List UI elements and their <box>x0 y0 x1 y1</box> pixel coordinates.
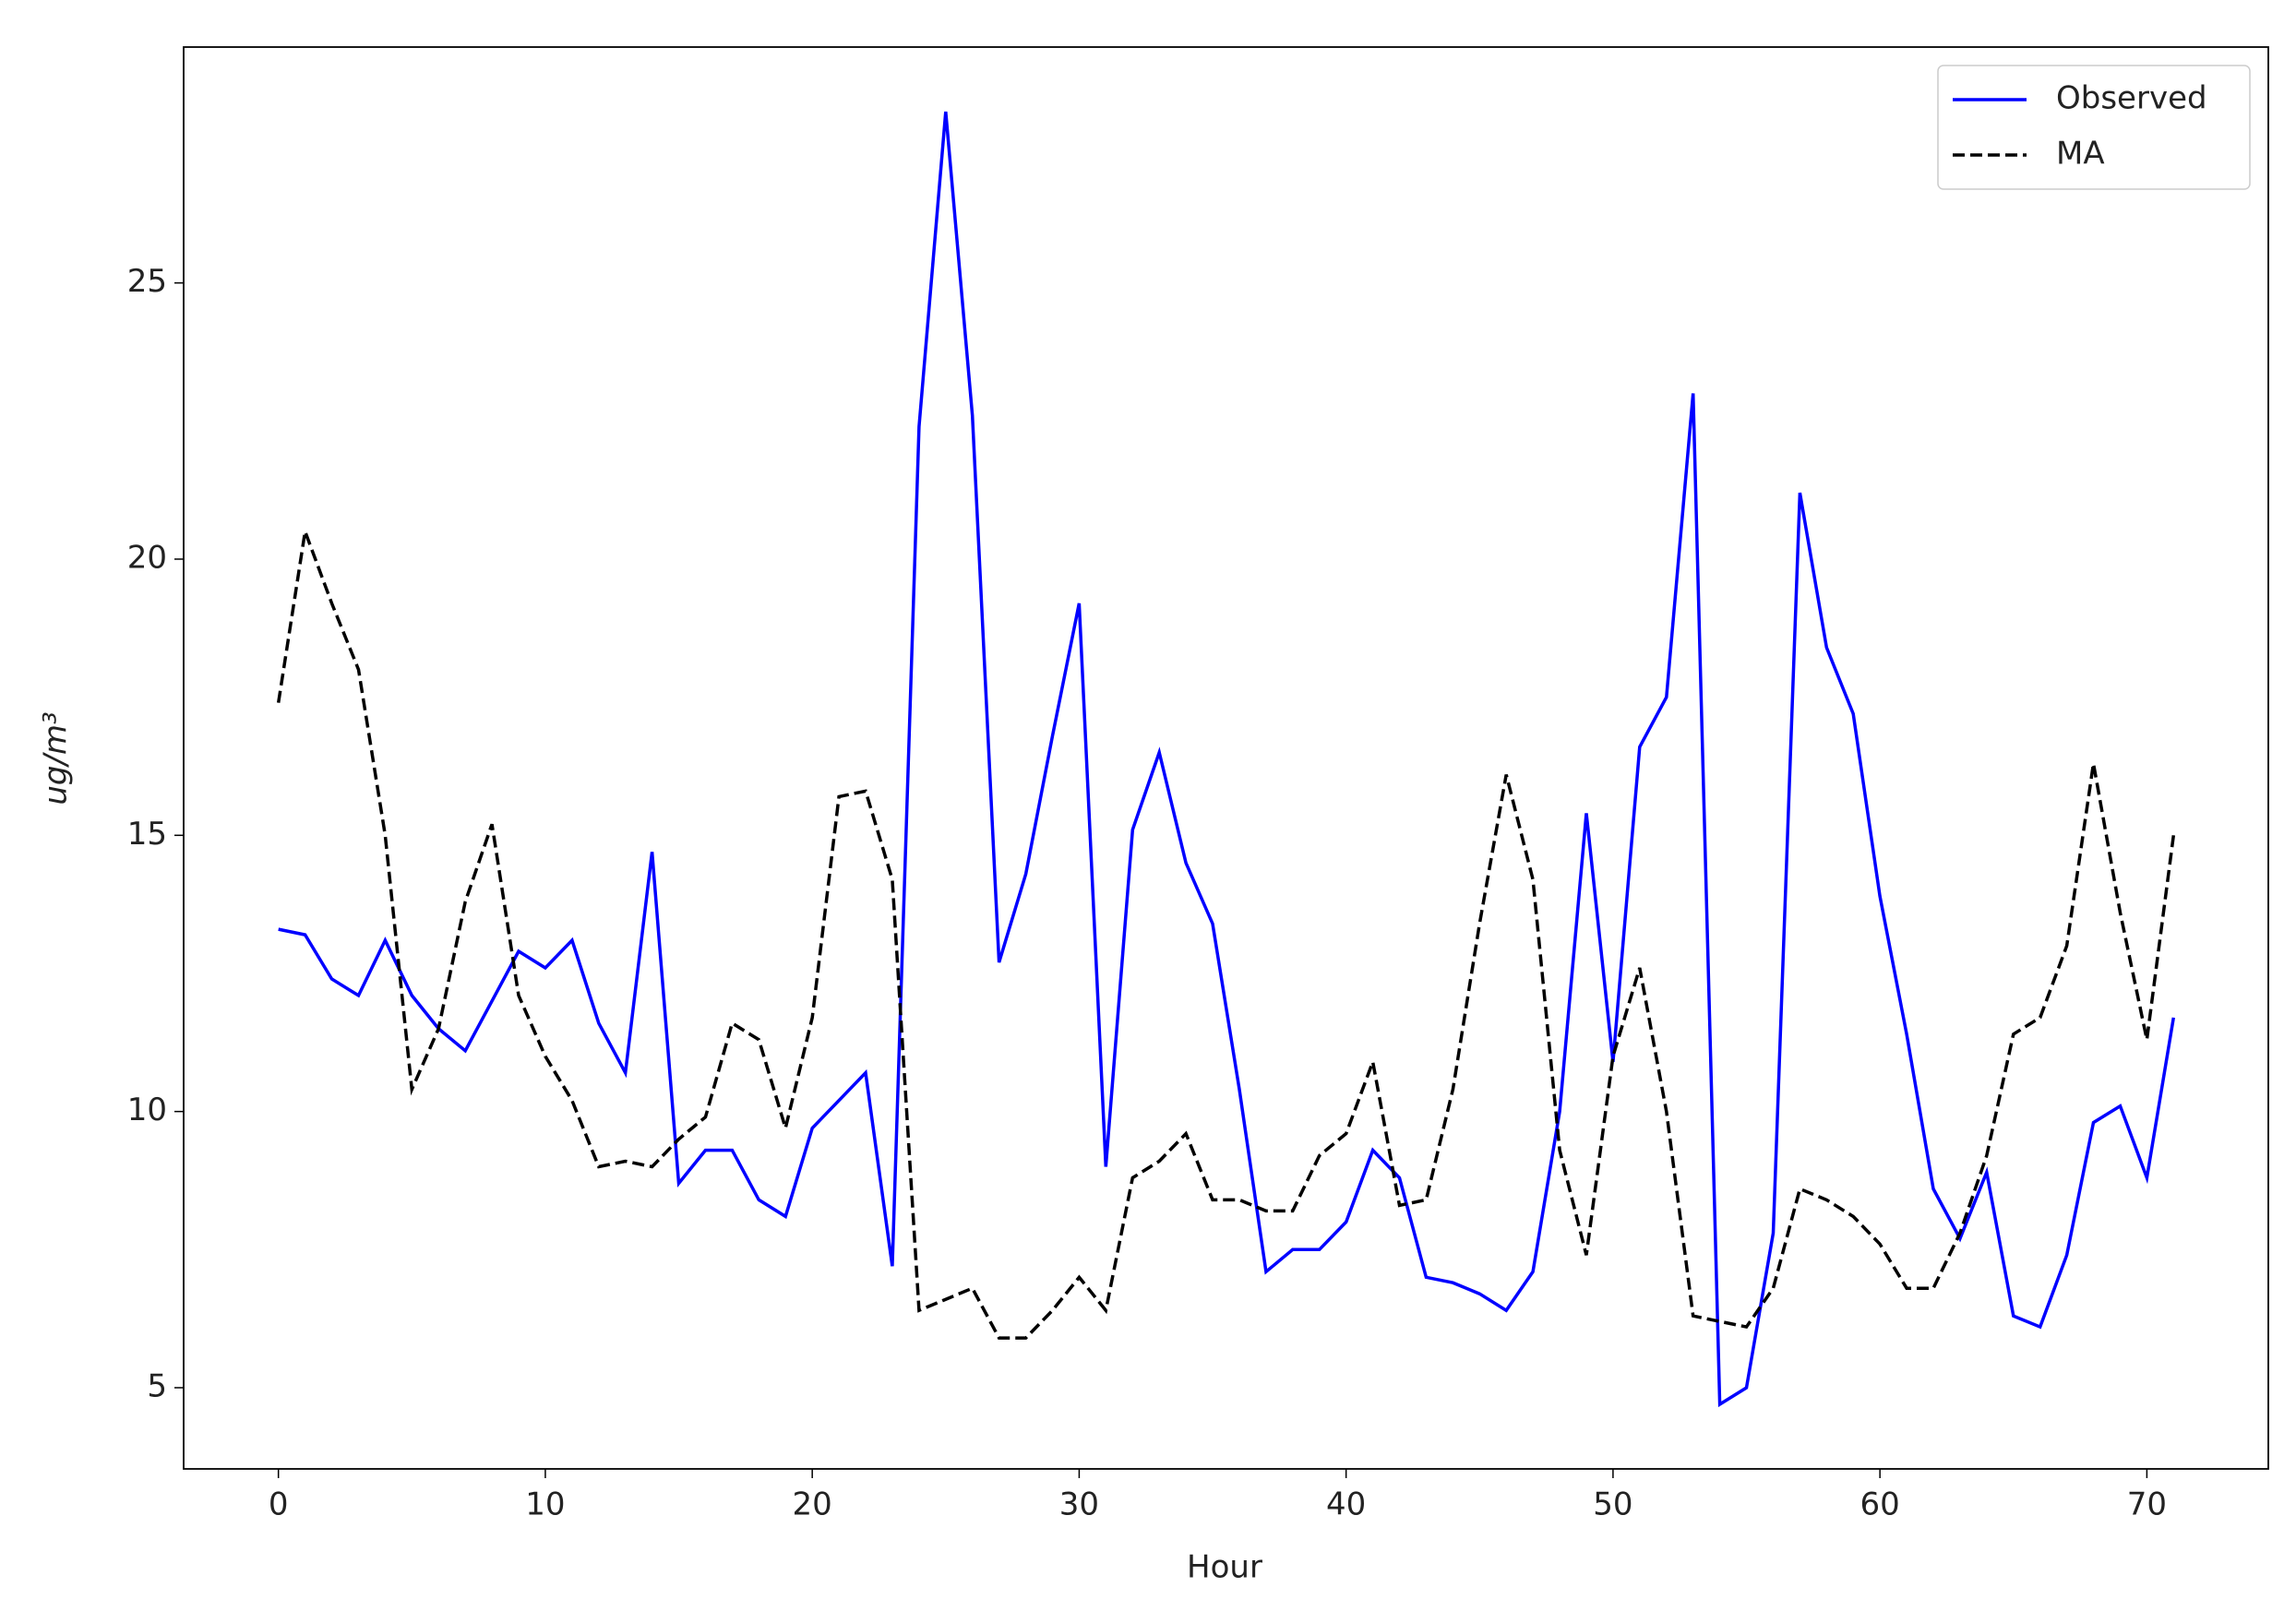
y-tick-label: 10 <box>127 1092 167 1128</box>
legend-label: MA <box>2056 136 2105 173</box>
x-tick-label: 30 <box>1059 1486 1099 1523</box>
legend-box <box>1937 65 2251 190</box>
y-tick-label: 25 <box>127 263 167 300</box>
legend-label: Observed <box>2056 80 2207 117</box>
x-tick-label: 10 <box>525 1486 565 1523</box>
y-axis-label: ug/m³ <box>38 711 75 805</box>
x-axis-label: Hour <box>1187 1549 1262 1586</box>
series-line <box>276 525 2176 1340</box>
x-tick-label: 50 <box>1593 1486 1632 1523</box>
series-line <box>278 111 2176 1408</box>
y-tick-label: 20 <box>127 539 167 576</box>
y-tick-label: 15 <box>127 816 167 853</box>
y-tick-label: 5 <box>147 1367 167 1404</box>
x-tick-label: 0 <box>269 1486 289 1523</box>
plot-frame <box>183 46 2269 1470</box>
x-tick-label: 20 <box>793 1486 832 1523</box>
x-tick-label: 40 <box>1326 1486 1366 1523</box>
x-tick-label: 70 <box>2127 1486 2167 1523</box>
x-tick-label: 60 <box>1860 1486 1900 1523</box>
